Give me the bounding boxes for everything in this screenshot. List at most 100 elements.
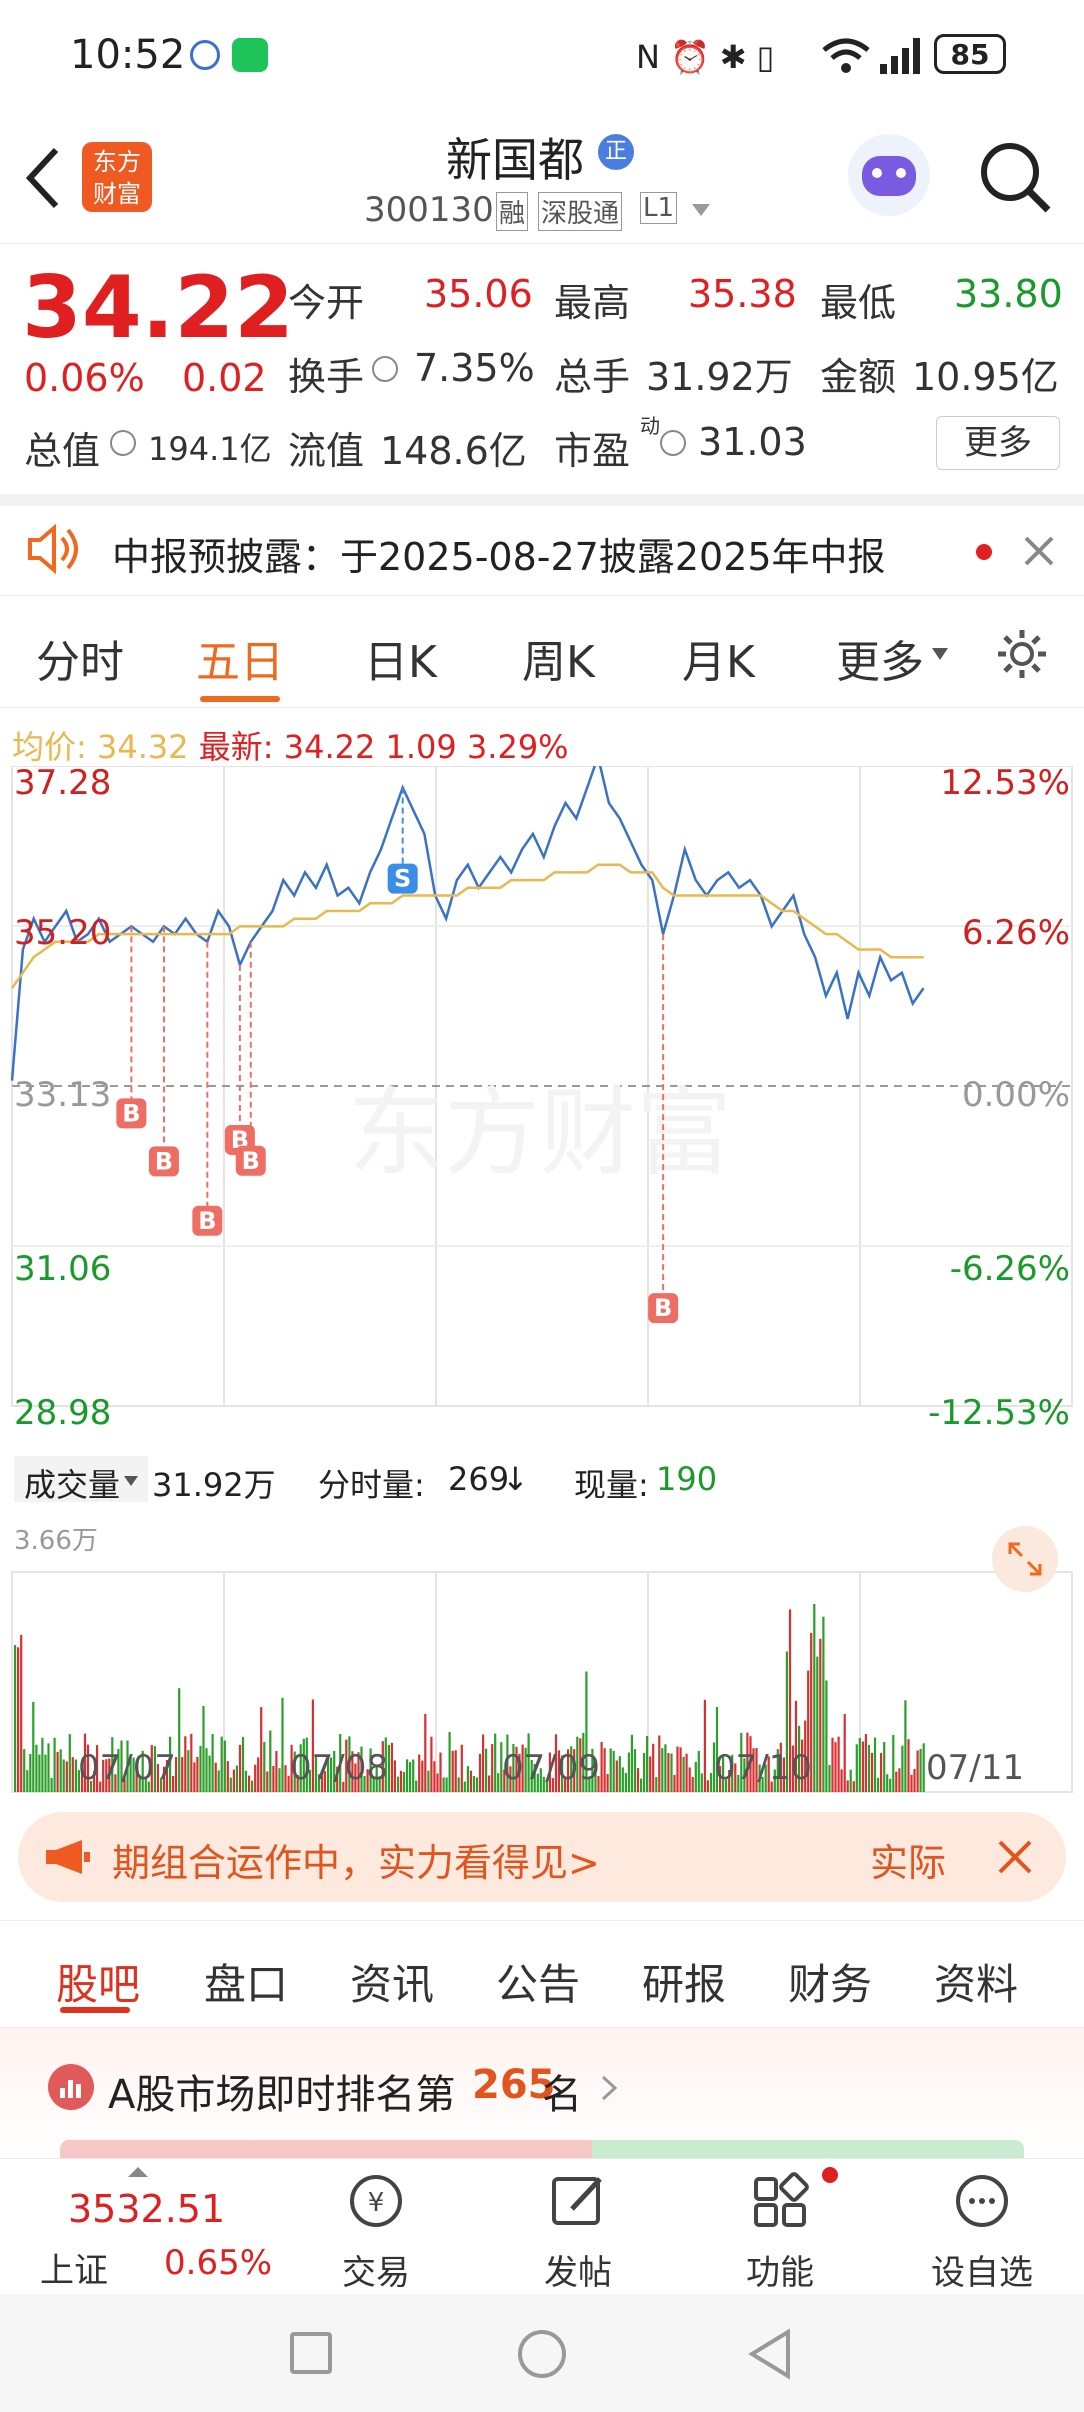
volume-bar	[798, 1725, 801, 1792]
low-value: 33.80	[954, 272, 1063, 316]
volume-bar	[38, 1754, 41, 1792]
tab-research[interactable]: 研报	[642, 1960, 727, 2009]
volume-bar	[181, 1757, 184, 1792]
volume-bar	[123, 1777, 126, 1792]
tab-financials[interactable]: 财务	[788, 1960, 873, 2009]
promo-banner[interactable]: 期组合运作中，实力看得见> 实际	[18, 1812, 1066, 1902]
volume-bar	[32, 1701, 35, 1792]
official-badge: 正	[598, 134, 634, 170]
recent-apps-icon[interactable]	[290, 2332, 332, 2374]
marker-label: B	[242, 1147, 260, 1175]
volume-bar	[111, 1737, 114, 1792]
now-volume-value: 190	[656, 1460, 718, 1498]
tab-more[interactable]: 更多	[836, 637, 924, 688]
volume-selector[interactable]	[14, 1456, 148, 1502]
volume-bar	[807, 1670, 810, 1792]
index-percent[interactable]: 0.65%	[164, 2243, 273, 2283]
volume-bar	[816, 1656, 819, 1792]
volume-bar	[278, 1768, 281, 1792]
quote-panel: 34.22 0.06% 0.02 今开 35.06 最高 35.38 最低 33…	[0, 244, 1084, 494]
volume-bar	[41, 1737, 44, 1792]
volume-bar	[275, 1751, 278, 1792]
price-volume-svg[interactable]: 东方财富BBBBBSB37.2835.2033.1331.0628.9812.5…	[0, 766, 1084, 1806]
badge-dot	[822, 2167, 838, 2183]
rank-bar-up	[60, 2140, 592, 2158]
home-icon[interactable]	[518, 2330, 566, 2378]
info-icon[interactable]	[372, 356, 398, 382]
volume-bar	[700, 1773, 703, 1792]
bottom-nav: 3532.51 上证 0.65% ¥ 交易 发帖 功能 设自选	[0, 2158, 1084, 2294]
volume-bar	[603, 1748, 606, 1792]
expand-icon	[1008, 1542, 1042, 1576]
volume-bar	[345, 1739, 348, 1792]
tab-five-day[interactable]: 五日	[196, 637, 284, 688]
more-button[interactable]: 更多	[936, 416, 1060, 470]
tab-daily-k[interactable]: 日K	[364, 637, 437, 688]
watermark: 东方财富	[348, 1077, 732, 1189]
volume-bar	[314, 1755, 317, 1792]
volume-bar	[53, 1737, 56, 1792]
stock-code: 300130	[364, 190, 494, 230]
volume-bar	[624, 1773, 627, 1792]
x-label: 07/11	[926, 1748, 1024, 1788]
volume-bar	[758, 1764, 761, 1792]
tab-profile[interactable]: 资料	[934, 1960, 1019, 2009]
search-icon[interactable]	[978, 140, 1054, 216]
change-percent: 0.06%	[24, 356, 145, 400]
volume-bar	[132, 1757, 135, 1792]
volume-bar	[491, 1744, 494, 1792]
open-label: 今开	[288, 281, 365, 325]
volume-bar	[688, 1767, 691, 1792]
tab-announcements[interactable]: 公告	[496, 1960, 581, 2009]
volume-bar	[430, 1736, 433, 1792]
volume-bar	[567, 1749, 570, 1792]
info-icon[interactable]	[660, 430, 686, 456]
chart-info-line: 均价: 34.32 最新: 34.22 1.09 3.29%	[12, 722, 569, 768]
promo-link[interactable]: 实际	[870, 1841, 947, 1885]
volume-bar	[646, 1736, 649, 1792]
volume-bar	[694, 1761, 697, 1792]
back-icon[interactable]	[22, 146, 62, 210]
assistant-robot-icon[interactable]	[848, 134, 930, 216]
volume-bar	[320, 1769, 324, 1792]
notice-bar[interactable]: 中报预披露：于2025-08-27披露2025年中报	[0, 494, 1084, 596]
volume-bar	[746, 1732, 749, 1792]
info-icon[interactable]	[110, 430, 136, 456]
active-tab-indicator	[200, 696, 280, 702]
volume-bar	[472, 1776, 475, 1792]
y-axis-label-left: 35.20	[14, 913, 111, 953]
close-icon[interactable]	[1022, 534, 1056, 568]
volume-bar	[564, 1778, 567, 1792]
index-value[interactable]: 3532.51	[68, 2187, 226, 2231]
expand-button[interactable]	[992, 1526, 1058, 1592]
volume-bar	[557, 1750, 561, 1792]
open-value: 35.06	[424, 272, 533, 316]
tab-weekly-k[interactable]: 周K	[522, 637, 595, 688]
volume-bar	[864, 1734, 867, 1792]
volume-bar	[190, 1733, 193, 1792]
volume-bar	[715, 1706, 719, 1792]
close-icon[interactable]	[996, 1838, 1034, 1876]
volume-bar	[59, 1749, 62, 1792]
volume-bar	[582, 1733, 585, 1792]
volume-value: 31.92万	[646, 355, 793, 399]
volume-bar	[402, 1771, 406, 1792]
volume-bar	[187, 1750, 190, 1792]
volume-bar	[883, 1742, 886, 1792]
tab-news[interactable]: 资讯	[350, 1960, 435, 2009]
rank-banner[interactable]: A股市场即时排名第 265 名	[0, 2028, 1084, 2158]
tab-intraday[interactable]: 分时	[36, 637, 124, 688]
back-nav-icon[interactable]	[746, 2328, 794, 2380]
edit-icon	[552, 2177, 602, 2225]
tab-monthly-k[interactable]: 月K	[682, 637, 755, 688]
index-name[interactable]: 上证	[40, 2251, 108, 2291]
settings-icon[interactable]	[994, 626, 1050, 682]
tab-guba[interactable]: 股吧	[56, 1960, 141, 2009]
float-label: 流值	[288, 429, 365, 473]
volume-bar	[193, 1762, 196, 1792]
avg-value: 34.32	[96, 728, 189, 766]
tab-order-book[interactable]: 盘口	[204, 1960, 289, 2009]
five-day-chart[interactable]: 均价: 34.32 最新: 34.22 1.09 3.29% 东方财富 B B B B B…	[0, 708, 1084, 1793]
dropdown-icon[interactable]	[690, 202, 712, 218]
volume-bar	[296, 1774, 299, 1792]
